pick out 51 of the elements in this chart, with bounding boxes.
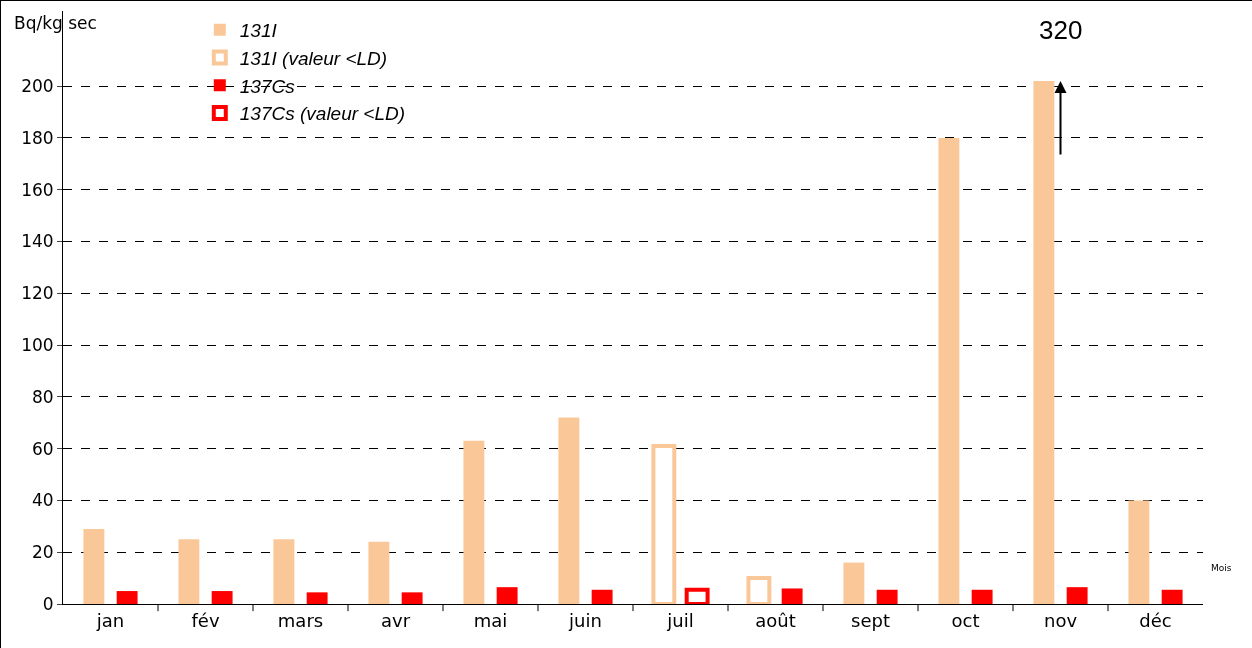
bar: [178, 539, 200, 604]
y-tick-label: 200: [21, 76, 54, 97]
x-tick-label: jan: [95, 609, 125, 631]
y-tick-label: 20: [31, 542, 54, 563]
x-axis-title: Mois: [1211, 563, 1232, 573]
bar: [781, 588, 803, 604]
legend-label: 137Cs: [239, 75, 296, 97]
bar: [463, 440, 485, 604]
legend-label: 131I: [239, 20, 278, 42]
bar: [83, 528, 105, 604]
y-tick-label: 100: [21, 335, 54, 355]
bar: [368, 541, 390, 604]
y-tick-label: 180: [21, 127, 54, 148]
x-tick-label: nov: [1043, 609, 1078, 631]
bar: [843, 562, 865, 604]
x-tick-label: août: [755, 609, 796, 631]
x-tick-label: sept: [851, 609, 890, 631]
bar: [401, 592, 423, 604]
bar: [1066, 587, 1088, 604]
bar: [273, 539, 295, 604]
bar: [1033, 80, 1055, 604]
x-tick-label: fév: [191, 609, 220, 631]
bar: [1128, 500, 1150, 604]
bar: [496, 587, 518, 604]
legend-label: 131I (valeur <LD): [239, 47, 388, 69]
y-tick-label: 120: [21, 283, 54, 304]
bar: [211, 591, 233, 604]
y-tick-label: 80: [31, 386, 54, 407]
bar: [876, 589, 898, 604]
y-tick-label: 140: [21, 231, 54, 252]
annotation: 320: [1039, 15, 1083, 45]
y-tick-label: 40: [31, 490, 54, 511]
y-axis-title: Bq/kg sec: [14, 13, 97, 33]
x-tick-label: déc: [1139, 609, 1172, 631]
bar: [1161, 589, 1183, 604]
y-tick-label: 60: [31, 438, 54, 459]
bar: [116, 591, 138, 604]
x-tick-label: avr: [380, 609, 411, 631]
bar: [306, 592, 328, 604]
x-tick-label: mars: [277, 609, 324, 631]
legend-label: 137Cs (valeur <LD): [239, 103, 406, 125]
x-tick-label: mai: [473, 609, 508, 631]
y-tick-label: 0: [42, 593, 54, 614]
bar: [971, 589, 993, 604]
y-tick-label: 160: [21, 179, 54, 200]
bar: [938, 137, 960, 604]
bar: [558, 417, 580, 604]
x-tick-label: juin: [568, 609, 602, 631]
x-tick-label: oct: [951, 609, 980, 631]
bar: [591, 589, 613, 604]
x-tick-label: juil: [666, 609, 694, 631]
